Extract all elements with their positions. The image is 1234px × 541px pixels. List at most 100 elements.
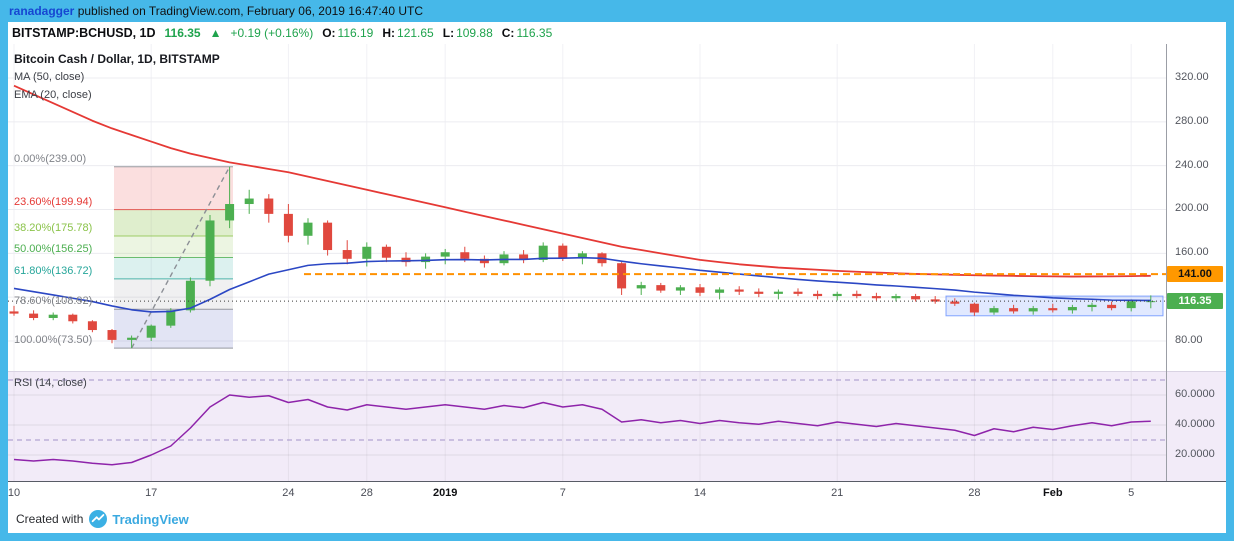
price-scale[interactable]: 320.00 280.00 240.00 200.00 160.00 80.00 141.0… bbox=[1166, 44, 1226, 371]
fib-band bbox=[114, 236, 233, 258]
rsi-axis-label: 60.0000 bbox=[1175, 388, 1215, 400]
fib-band bbox=[114, 257, 233, 279]
candle-body bbox=[421, 256, 431, 263]
price-pane[interactable]: Bitcoin Cash / Dollar, 1D, BITSTAMP MA (… bbox=[8, 44, 1166, 371]
time-axis-label: 2019 bbox=[432, 487, 458, 499]
fib-label: 78.60%(108.92) bbox=[14, 295, 93, 308]
fib-label: 100.00%(73.50) bbox=[14, 334, 93, 347]
candle-body bbox=[911, 296, 921, 300]
candle-body bbox=[754, 291, 764, 294]
candle-body bbox=[205, 220, 215, 281]
price-axis-label: 280.00 bbox=[1175, 114, 1209, 127]
price-axis-label: 200.00 bbox=[1175, 202, 1209, 215]
candle-body bbox=[1028, 308, 1038, 312]
fib-label: 23.60%(199.94) bbox=[14, 195, 93, 208]
time-axis-label: 14 bbox=[693, 487, 707, 499]
ohlc-low: L: 109.88 bbox=[443, 26, 493, 40]
candle-body bbox=[362, 246, 372, 259]
high-value: 121.65 bbox=[397, 26, 434, 40]
candle-body bbox=[107, 330, 117, 340]
candle-body bbox=[68, 314, 78, 322]
ma50-line bbox=[13, 84, 1151, 278]
candle-body bbox=[617, 263, 627, 289]
fib-band bbox=[114, 209, 233, 237]
attribution: Created with TradingView bbox=[8, 505, 1226, 533]
rsi-line bbox=[13, 394, 1151, 466]
close-value: 116.35 bbox=[516, 26, 553, 40]
candle-body bbox=[127, 337, 137, 340]
candle-body bbox=[773, 291, 783, 294]
tradingview-link[interactable]: TradingView bbox=[89, 510, 189, 528]
candle-body bbox=[930, 299, 940, 302]
candle-body bbox=[185, 280, 195, 311]
symbol-header: BITSTAMP:BCHUSD, 1D 116.35 ▲ +0.19 (+0.1… bbox=[12, 22, 552, 44]
price-axis-label: 80.00 bbox=[1175, 333, 1203, 346]
candle-body bbox=[538, 245, 548, 260]
time-axis[interactable]: 10 17 24 28 2019 7 14 21 28 Feb 5 bbox=[8, 481, 1226, 505]
fib-band bbox=[114, 166, 233, 210]
candle-body bbox=[460, 252, 470, 259]
candle-body bbox=[636, 285, 646, 289]
chart-card: BITSTAMP:BCHUSD, 1D 116.35 ▲ +0.19 (+0.1… bbox=[8, 22, 1226, 533]
ema20-line bbox=[13, 256, 1151, 313]
rsi-axis-label: 20.0000 bbox=[1175, 448, 1215, 460]
tradingview-logo-icon bbox=[89, 510, 108, 528]
price-change: +0.19 (+0.16%) bbox=[230, 26, 314, 40]
ema-legend: EMA (20, close) bbox=[14, 89, 92, 101]
fib-label: 61.80%(136.72) bbox=[14, 264, 93, 277]
rsi-pane[interactable]: RSI (14, close) 60.0000 40.0000 20.0000 bbox=[8, 371, 1226, 481]
time-axis-label: 7 bbox=[559, 487, 566, 499]
open-label: O: bbox=[322, 26, 336, 40]
candle-body bbox=[244, 198, 254, 205]
candle-body bbox=[519, 254, 529, 260]
candle-body bbox=[558, 245, 568, 258]
candle-body bbox=[9, 311, 19, 314]
candle-body bbox=[969, 303, 979, 313]
candle-body bbox=[1009, 308, 1019, 312]
candle-body bbox=[381, 246, 391, 258]
candle-body bbox=[440, 252, 450, 257]
candle-body bbox=[146, 325, 156, 338]
ma-legend: MA (50, close) bbox=[14, 71, 85, 83]
publish-info-text: published on TradingView.com, February 0… bbox=[74, 4, 424, 18]
ohlc-high: H: 121.65 bbox=[382, 26, 433, 40]
candle-body bbox=[283, 213, 293, 236]
rsi-axis-label: 40.0000 bbox=[1175, 418, 1215, 430]
candle-body bbox=[1107, 304, 1117, 309]
open-value: 116.19 bbox=[337, 26, 374, 40]
candle-body bbox=[87, 321, 97, 331]
close-label: C: bbox=[501, 26, 515, 40]
candle-body bbox=[303, 222, 313, 236]
time-axis-label: 17 bbox=[145, 487, 158, 499]
low-label: L: bbox=[442, 26, 455, 40]
fib-trendline[interactable] bbox=[130, 166, 231, 349]
candle-body bbox=[225, 204, 235, 221]
hline-price-badge: 141.00 bbox=[1167, 266, 1223, 283]
ohlc-close: C: 116.35 bbox=[502, 26, 552, 40]
rsi-chart-svg bbox=[8, 372, 1166, 481]
time-axis-label: Feb bbox=[1043, 487, 1063, 499]
candle-body bbox=[950, 301, 960, 304]
last-price-badge: 116.35 bbox=[1167, 293, 1223, 310]
candlestick-series bbox=[9, 166, 1156, 349]
price-axis-label: 240.00 bbox=[1175, 158, 1209, 171]
time-axis-label: 24 bbox=[282, 487, 295, 499]
candle-body bbox=[989, 308, 999, 313]
candle-body bbox=[793, 291, 803, 294]
candle-body bbox=[832, 293, 842, 297]
last-price-value: 116.35 bbox=[164, 26, 201, 40]
candle-body bbox=[577, 253, 587, 258]
fib-band bbox=[114, 278, 233, 310]
rsi-legend: RSI (14, close) bbox=[14, 377, 87, 389]
candle-body bbox=[264, 198, 274, 214]
price-axis-border bbox=[1166, 44, 1167, 481]
publisher-link[interactable]: ranadagger bbox=[9, 4, 75, 18]
candle-body bbox=[401, 257, 411, 263]
candle-body bbox=[675, 287, 685, 291]
candle-body bbox=[342, 250, 352, 259]
time-axis-label: 10 bbox=[7, 487, 21, 499]
candle-body bbox=[1126, 301, 1136, 309]
time-axis-label: 28 bbox=[360, 487, 373, 499]
candle-body bbox=[1048, 308, 1058, 311]
